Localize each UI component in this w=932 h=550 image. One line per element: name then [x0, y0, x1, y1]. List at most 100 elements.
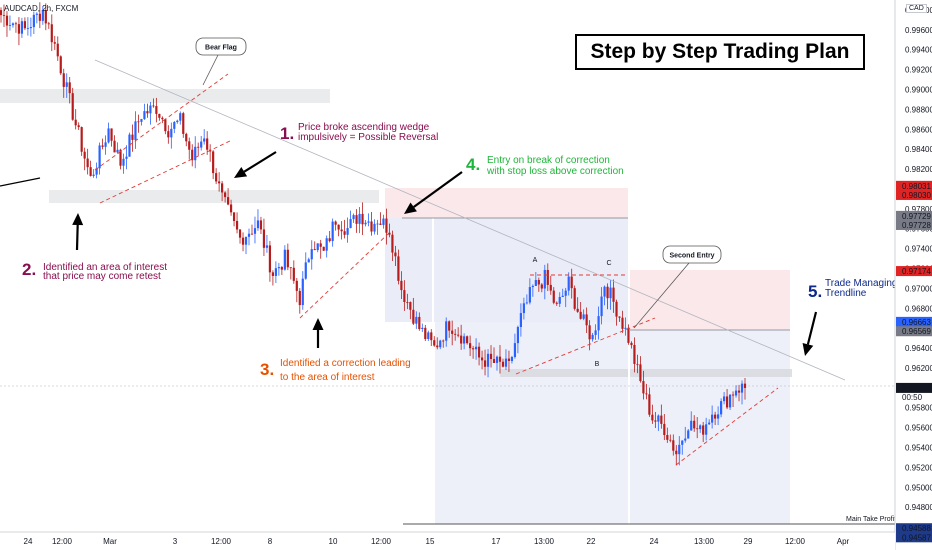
candle-body [241, 237, 245, 245]
price-tag: 0.95999 [896, 382, 932, 393]
price-tag-label: 0.94588 [902, 524, 931, 533]
candle-body [32, 14, 35, 28]
candle-body [206, 138, 209, 150]
price-tag-bg [896, 180, 932, 191]
price-tag: 0.97728 [896, 219, 932, 230]
annotation-line-5-a: Trade Managing [825, 278, 897, 289]
candle-body [654, 420, 657, 422]
arrow-5 [802, 311, 818, 356]
candle-body [594, 330, 597, 335]
candle-body [80, 127, 83, 152]
price-tag-label: 0.98030 [902, 191, 931, 200]
candle-body [232, 212, 236, 221]
candle-body [244, 236, 248, 245]
time-tick-label: Apr [837, 537, 850, 546]
candle-body [247, 233, 251, 237]
candle-body [400, 280, 403, 291]
time-tick-label: 15 [426, 537, 435, 546]
price-tag: 0.98031 [896, 180, 932, 191]
candle-body [280, 267, 283, 270]
price-tick-label: 0.96200 [905, 364, 932, 373]
arrow-shaft [413, 171, 463, 208]
candle-body [125, 156, 128, 159]
candle-body [666, 435, 669, 440]
candle-body [642, 381, 645, 394]
candle-body [624, 327, 627, 329]
arrow-head [312, 318, 324, 330]
price-tick-label: 0.97000 [905, 284, 932, 293]
annotation-line-2-a: Identified an area of interest [43, 262, 167, 273]
candle-body [711, 414, 714, 423]
wedge-lower-line [99, 139, 233, 204]
candle-body [657, 415, 660, 422]
left-edge-line [0, 177, 41, 187]
candle-body [0, 10, 3, 16]
price-tag-bg [896, 219, 932, 230]
candle-body [582, 314, 585, 319]
candle-body [457, 334, 460, 336]
candle-body [155, 106, 158, 114]
candle-body [480, 357, 484, 361]
candle-body [2, 15, 6, 16]
candle-body [158, 113, 161, 118]
candle-body [307, 259, 310, 263]
candle-body [603, 286, 606, 297]
candle-body [319, 243, 322, 247]
candle-body [525, 302, 528, 304]
candle-body [334, 221, 337, 225]
candle-body [406, 302, 409, 303]
candle-body [146, 111, 149, 114]
candle-body [238, 229, 242, 238]
time-tick-label: 3 [173, 537, 178, 546]
price-tick-label: 0.95800 [905, 404, 932, 413]
candle-body [373, 223, 376, 232]
candle-body [696, 428, 699, 430]
candle-body [597, 316, 600, 331]
candle-body [391, 234, 394, 253]
candle-body [38, 13, 41, 21]
price-tick-label: 0.97400 [905, 245, 932, 254]
candle-body [253, 228, 257, 234]
take-profit-label: Main Take Profit [846, 516, 896, 523]
price-tag-label: 0.97729 [902, 212, 931, 221]
candle-body [226, 197, 230, 205]
candle-body [561, 295, 564, 297]
candle-body [442, 340, 445, 342]
arrow-head [234, 167, 248, 178]
candle-body [430, 332, 433, 341]
price-tag-bg [896, 523, 932, 534]
candle-body [265, 245, 269, 248]
candle-body [119, 149, 122, 166]
candle-body [343, 231, 346, 235]
annotation-number-2: 2. [22, 260, 36, 279]
candle-body [555, 302, 558, 304]
candle-body [448, 321, 451, 331]
candle-body [346, 228, 349, 235]
candle-body [29, 27, 32, 29]
time-tick-label: 12:00 [785, 537, 806, 546]
candle-body [606, 286, 609, 299]
pattern-label-b: B [595, 361, 600, 368]
price-tag-label: 0.94587 [902, 533, 931, 542]
candle-body [256, 220, 260, 229]
candle-body [439, 340, 442, 348]
arrow-1 [234, 151, 277, 178]
candle-body [591, 334, 594, 340]
candle-body [152, 105, 155, 107]
candle-body [283, 249, 286, 270]
symbol-label[interactable]: AUDCAD, 2h, FXCM [4, 4, 79, 13]
price-tag: 0.97174 [896, 266, 932, 277]
candle-body [229, 204, 233, 213]
candle-body [292, 267, 295, 281]
candle-body [313, 249, 316, 251]
candle-body [651, 414, 654, 421]
candle-body [728, 394, 732, 408]
candle-body [489, 353, 493, 360]
candle-body [460, 335, 463, 344]
annotation-line-5-b: Trendline [825, 288, 867, 299]
currency-label: CAD [906, 4, 927, 13]
price-tag: 0.94588 [896, 523, 932, 534]
candle-body [507, 358, 511, 362]
time-tick-label: 29 [744, 537, 753, 546]
